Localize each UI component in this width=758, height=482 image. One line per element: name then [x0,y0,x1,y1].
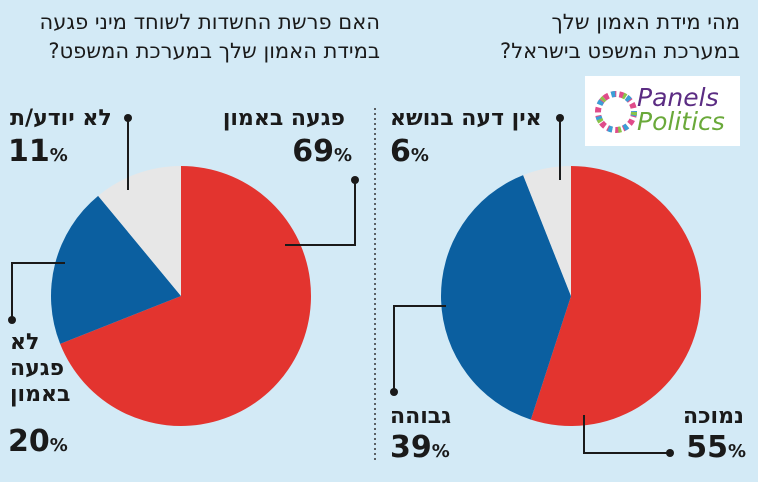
pct-high: 39% [390,430,450,465]
label-high: גבוהה [390,404,452,429]
pct-low: 55% [686,430,746,465]
pie-slice [51,195,182,344]
title-line: מהי מידת האמון שלך [551,10,741,34]
right-chart-title: מהי מידת האמון שלך במערכת המשפט בישראל? [500,8,740,66]
leader-no-opinion-dot [556,114,564,122]
leader-not-harmed-dot [8,316,16,324]
label-dont-know: לא יודע/ת [10,106,112,131]
pct-dont-know: 11% [8,134,68,169]
pct-harmed-trust: 69% [292,134,352,169]
pct-not-harmed: 20% [8,424,68,459]
pie-slice [523,166,571,296]
pie-slice [530,166,702,426]
label-line: באמון [10,382,71,407]
label-line: לא [10,330,40,355]
label-line: פגעה [10,356,65,381]
leader-low [583,415,670,454]
label-not-harmed: לא פגעה באמון [10,330,70,408]
leader-harmed [285,180,356,246]
leader-high [393,305,446,392]
label-harmed-trust: פגעה באמון [222,106,345,131]
logo-text: Panels [637,83,719,112]
leader-dont-know-dot [124,114,132,122]
title-line: במערכת המשפט בישראל? [500,39,740,63]
panels-politics-logo: Panels Politics [585,76,740,146]
leader-not-harmed [11,262,65,320]
label-no-opinion: אין דעה בנושא [390,106,542,131]
leader-high-dot [390,388,398,396]
title-line: במידת האמון שלך במערכת המשפט? [48,39,380,63]
left-chart-title: האם פרשת החשדות לשוחד מיני פגעה במידת הא… [40,8,380,66]
pie-slice [98,166,181,296]
pct-no-opinion: 6% [390,134,429,169]
leader-low-dot [666,449,674,457]
logo-text: Politics [637,107,725,136]
pie-slice [60,166,312,426]
logo-ring-icon [595,91,637,133]
label-low: נמוכה [682,404,744,429]
leader-harmed-dot [351,176,359,184]
title-line: האם פרשת החשדות לשוחד מיני פגעה [39,10,380,34]
pie-slice [441,175,571,420]
